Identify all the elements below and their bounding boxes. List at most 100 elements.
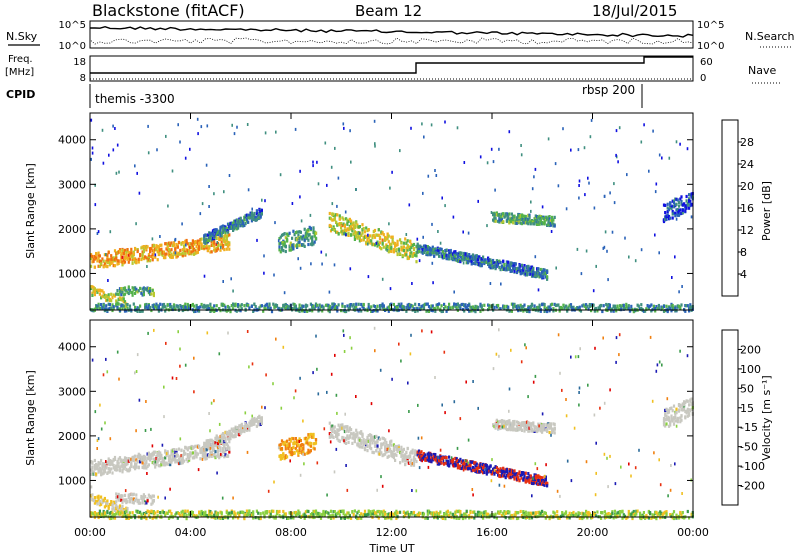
heatmap-cell <box>502 212 505 216</box>
heatmap-cell <box>94 183 96 187</box>
heatmap-cell <box>349 267 352 271</box>
heatmap-cell <box>519 221 522 225</box>
heatmap-cell <box>542 221 545 225</box>
heatmap-cell <box>120 509 123 513</box>
heatmap-cell <box>299 266 302 270</box>
heatmap-cell <box>232 289 234 293</box>
heatmap-cell <box>500 282 502 286</box>
heatmap-cell <box>492 160 495 164</box>
heatmap-cell <box>292 229 295 233</box>
heatmap-cell <box>473 468 476 472</box>
heatmap-cell <box>628 309 632 313</box>
heatmap-cell <box>665 217 668 221</box>
heatmap-cell <box>130 457 133 461</box>
heatmap-cell <box>542 425 545 429</box>
heatmap-cell <box>507 419 510 423</box>
heatmap-cell <box>456 254 459 258</box>
heatmap-cell <box>510 427 513 431</box>
heatmap-cell <box>156 457 159 461</box>
heatmap-cell <box>257 216 260 221</box>
heatmap-cell <box>203 443 206 448</box>
heatmap-cell <box>149 458 152 462</box>
heatmap-cell <box>205 448 208 452</box>
heatmap-cell <box>451 252 454 256</box>
heatmap-cell <box>152 306 155 310</box>
heatmap-cell <box>385 243 388 247</box>
heatmap-cell <box>282 243 285 247</box>
heatmap-cell <box>115 496 118 500</box>
heatmap-cell <box>157 307 160 311</box>
heatmap-cell <box>303 244 306 248</box>
heatmap-cell <box>177 457 181 461</box>
heatmap-cell <box>283 241 286 245</box>
heatmap-cell <box>335 431 338 435</box>
heatmap-cell <box>149 289 152 293</box>
heatmap-cell <box>381 454 384 458</box>
nsearch-label: N.Search <box>745 30 795 43</box>
heatmap-cell <box>415 250 418 255</box>
nsky-label: N.Sky <box>6 30 38 43</box>
heatmap-cell <box>401 449 404 453</box>
heatmap-cell <box>469 305 472 309</box>
heatmap-cell <box>328 306 331 310</box>
heatmap-cell <box>172 303 176 307</box>
heatmap-cell <box>657 307 660 311</box>
heatmap-cell <box>384 448 387 452</box>
heatmap-cell <box>296 444 299 448</box>
heatmap-cell <box>237 432 240 436</box>
heatmap-cell <box>492 213 495 217</box>
heatmap-cell <box>215 236 218 240</box>
heatmap-cell <box>507 472 510 476</box>
heatmap-cell <box>366 438 369 442</box>
heatmap-cell <box>482 466 485 470</box>
heatmap-cell <box>116 464 119 469</box>
heatmap-cell <box>525 427 529 431</box>
heatmap-cell <box>110 292 113 296</box>
heatmap-cell <box>362 441 365 445</box>
heatmap-cell <box>116 301 119 305</box>
heatmap-cell <box>495 305 498 309</box>
heatmap-cell <box>122 463 125 467</box>
heatmap-cell <box>125 253 128 257</box>
heatmap-cell <box>490 266 493 270</box>
heatmap-cell <box>412 459 416 463</box>
heatmap-cell <box>286 304 289 309</box>
heatmap-cell <box>444 305 447 309</box>
heatmap-cell <box>279 442 282 447</box>
heatmap-cell <box>520 218 524 222</box>
heatmap-cell <box>362 227 365 231</box>
heatmap-cell <box>529 220 532 224</box>
heatmap-cell <box>451 458 454 462</box>
heatmap-cell <box>670 206 673 211</box>
heatmap-cell <box>312 226 315 230</box>
heatmap-cell <box>147 457 150 461</box>
heatmap-cell <box>356 433 359 437</box>
heatmap-cell <box>307 436 310 440</box>
heatmap-cell <box>189 242 192 246</box>
heatmap-cell <box>111 260 114 264</box>
heatmap-cell <box>527 266 530 270</box>
heatmap-cell <box>351 441 354 445</box>
heatmap-cell <box>499 426 502 430</box>
heatmap-cell <box>214 230 217 234</box>
heatmap-cell <box>551 430 554 434</box>
heatmap-cell <box>415 260 418 264</box>
heatmap-cell <box>306 231 309 235</box>
heatmap-cell <box>220 225 223 229</box>
heatmap-cell <box>565 207 568 211</box>
heatmap-cell <box>396 444 399 449</box>
heatmap-cell <box>336 213 339 217</box>
heatmap-cell <box>401 247 404 251</box>
heatmap-cell <box>282 303 285 307</box>
heatmap-cell <box>122 458 125 462</box>
heatmap-cell <box>208 307 211 311</box>
heatmap-cell <box>304 436 307 440</box>
heatmap-cell <box>382 307 385 311</box>
heatmap-cell <box>135 260 138 265</box>
heatmap-cell <box>213 234 216 238</box>
heatmap-cell <box>449 461 452 465</box>
heatmap-cell <box>160 243 163 247</box>
heatmap-cell <box>171 169 174 173</box>
heatmap-cell <box>548 422 551 426</box>
